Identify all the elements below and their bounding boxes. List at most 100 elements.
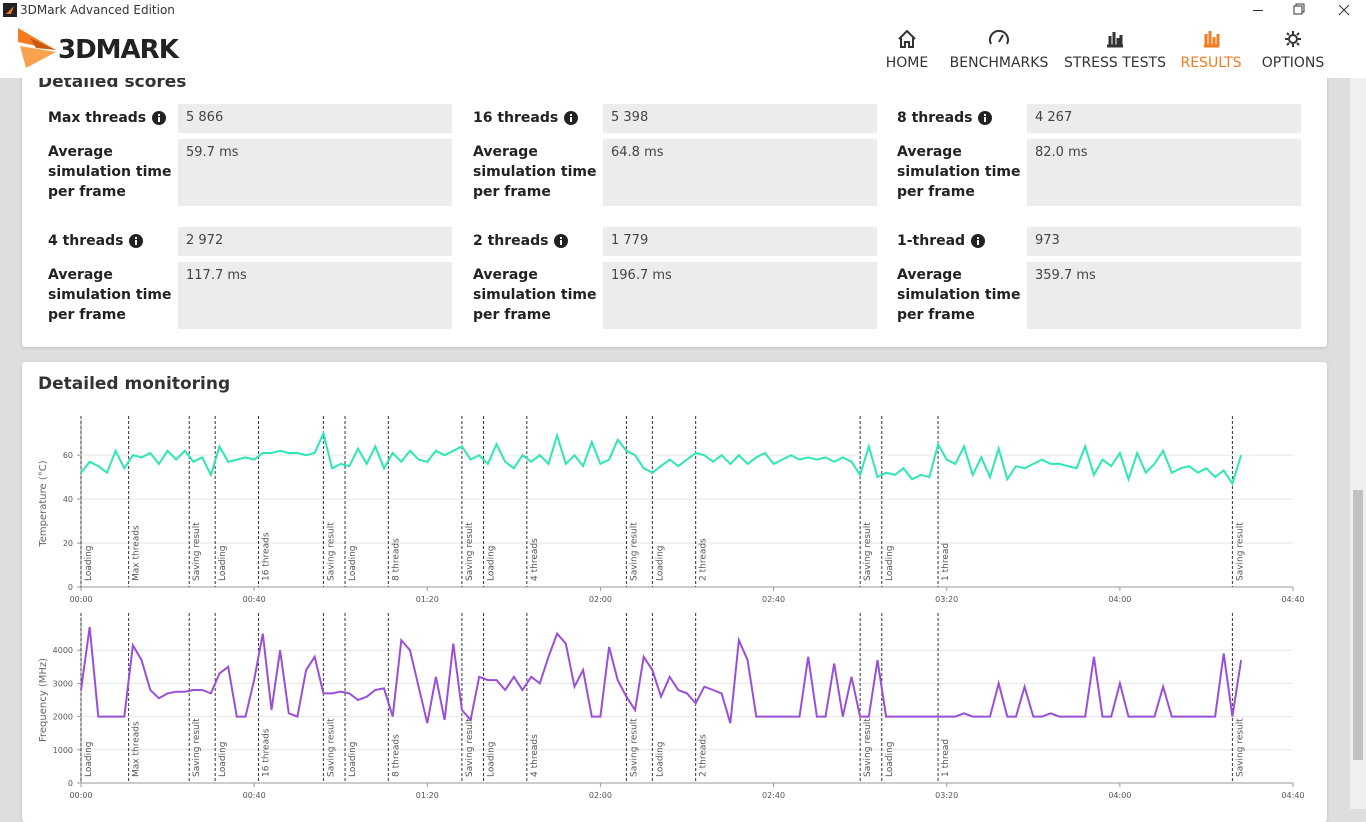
x-tick-label: 02:00 bbox=[589, 595, 612, 604]
y-tick-label: 0 bbox=[68, 583, 73, 592]
marker-label: 1 thread bbox=[941, 543, 951, 581]
icon-shape bbox=[570, 117, 573, 122]
marker-label: Loading bbox=[487, 545, 497, 581]
icon-shape bbox=[560, 240, 563, 245]
info-icon[interactable] bbox=[152, 111, 167, 125]
icon-shape bbox=[1204, 31, 1220, 48]
score-label: 2 threads bbox=[473, 231, 569, 251]
icon-shape bbox=[1107, 32, 1123, 48]
icon-shape bbox=[135, 240, 138, 245]
marker-label: 2 threads bbox=[699, 734, 709, 777]
data-line bbox=[80, 430, 1243, 487]
score-value: 2 972 bbox=[178, 227, 452, 256]
info-icon[interactable] bbox=[564, 111, 579, 125]
y-tick-label: 3000 bbox=[53, 679, 73, 688]
info-icon[interactable] bbox=[554, 234, 569, 248]
nav-item[interactable]: STRESS TESTS bbox=[1064, 55, 1166, 71]
window-controls[interactable] bbox=[1240, 0, 1366, 21]
score-value: 973 bbox=[1027, 227, 1301, 256]
info-icon[interactable] bbox=[978, 111, 993, 125]
score-label: 1-thread bbox=[897, 231, 986, 251]
nav-item[interactable]: BENCHMARKS bbox=[949, 55, 1049, 71]
score-value: 1 779 bbox=[603, 227, 877, 256]
marker-label: Saving result bbox=[465, 718, 475, 777]
x-tick-label: 01:20 bbox=[416, 791, 439, 800]
nav-item[interactable]: OPTIONS bbox=[1261, 55, 1325, 71]
marker-label: Max threads bbox=[132, 525, 142, 581]
score-label: 8 threads bbox=[897, 108, 993, 128]
x-tick-label: 00:40 bbox=[243, 791, 266, 800]
nav-icon[interactable] bbox=[1281, 27, 1305, 51]
logo-mark bbox=[18, 28, 56, 68]
marker-label: Saving result bbox=[326, 522, 336, 581]
nav-icon[interactable] bbox=[1199, 27, 1223, 51]
y-tick-label: 60 bbox=[63, 451, 73, 460]
data-line bbox=[80, 626, 1243, 724]
time-value: 82.0 ms bbox=[1027, 139, 1301, 206]
section-title: Detailed monitoring bbox=[38, 374, 231, 394]
window-title: 3DMark Advanced Edition bbox=[20, 3, 175, 17]
title-bar: 3DMark Advanced Edition bbox=[0, 0, 1366, 21]
marker-label: 8 threads bbox=[391, 734, 401, 777]
icon-shape bbox=[984, 117, 987, 122]
time-value: 117.7 ms bbox=[178, 262, 452, 329]
info-icon[interactable] bbox=[129, 234, 144, 248]
x-tick-label: 00:00 bbox=[69, 595, 92, 604]
scrollbar[interactable] bbox=[1350, 78, 1366, 809]
nav-icon[interactable] bbox=[987, 27, 1011, 51]
marker-label: Loading bbox=[885, 545, 895, 581]
marker-label: Saving result bbox=[465, 522, 475, 581]
nav-item[interactable]: RESULTS bbox=[1180, 55, 1242, 71]
nav-icon[interactable] bbox=[1103, 27, 1127, 51]
marker-label: Saving result bbox=[326, 718, 336, 777]
x-tick-label: 02:40 bbox=[762, 791, 785, 800]
marker-label: Saving result bbox=[863, 522, 873, 581]
time-label: Average simulation time per frame bbox=[897, 144, 1021, 200]
icon-shape bbox=[984, 114, 987, 116]
x-tick-label: 02:00 bbox=[589, 791, 612, 800]
marker-label: Loading bbox=[218, 545, 228, 581]
icon-shape bbox=[570, 114, 573, 116]
icon-shape bbox=[135, 237, 138, 239]
time-label: Average simulation time per frame bbox=[897, 267, 1021, 323]
icon-shape bbox=[989, 29, 1009, 45]
icon-shape bbox=[977, 237, 980, 239]
icon-shape bbox=[898, 29, 916, 48]
marker-label: Loading bbox=[84, 741, 94, 777]
marker-label: Saving result bbox=[1235, 522, 1245, 581]
icon-shape bbox=[158, 117, 161, 122]
info-icon[interactable] bbox=[971, 234, 986, 248]
marker-label: 2 threads bbox=[699, 538, 709, 581]
score-label: 4 threads bbox=[48, 231, 144, 251]
x-tick-label: 03:20 bbox=[935, 595, 958, 604]
marker-label: 16 threads bbox=[261, 728, 271, 777]
time-label: Average simulation time per frame bbox=[473, 267, 597, 323]
x-tick-label: 04:00 bbox=[1108, 595, 1131, 604]
marker-label: Saving result bbox=[192, 522, 202, 581]
icon-shape bbox=[977, 240, 980, 245]
icon-shape bbox=[158, 114, 161, 116]
marker-label: 8 threads bbox=[391, 538, 401, 581]
monitoring-card: Detailed monitoring bbox=[22, 362, 1327, 822]
x-tick-label: 04:40 bbox=[1281, 595, 1304, 604]
nav-icon[interactable] bbox=[895, 27, 919, 51]
score-label: 16 threads bbox=[473, 108, 579, 128]
x-tick-label: 00:40 bbox=[243, 595, 266, 604]
time-label: Average simulation time per frame bbox=[48, 144, 172, 200]
header: 3DMARK HOME BENCHMARKS STRESS TESTS RESULTS… bbox=[0, 21, 1366, 78]
nav-item[interactable]: HOME bbox=[885, 55, 929, 71]
marker-label: Saving result bbox=[629, 718, 639, 777]
y-tick-label: 20 bbox=[63, 539, 73, 548]
marker-label: Max threads bbox=[132, 721, 142, 777]
app-icon bbox=[3, 3, 17, 17]
marker-label: Loading bbox=[218, 741, 228, 777]
icon-shape bbox=[560, 237, 563, 239]
marker-label: Loading bbox=[84, 545, 94, 581]
y-tick-label: 2000 bbox=[53, 713, 73, 722]
marker-label: 16 threads bbox=[261, 532, 271, 581]
scroll-thumb[interactable] bbox=[1353, 490, 1363, 760]
time-label: Average simulation time per frame bbox=[473, 144, 597, 200]
y-tick-label: 1000 bbox=[53, 746, 73, 755]
x-tick-label: 02:40 bbox=[762, 595, 785, 604]
